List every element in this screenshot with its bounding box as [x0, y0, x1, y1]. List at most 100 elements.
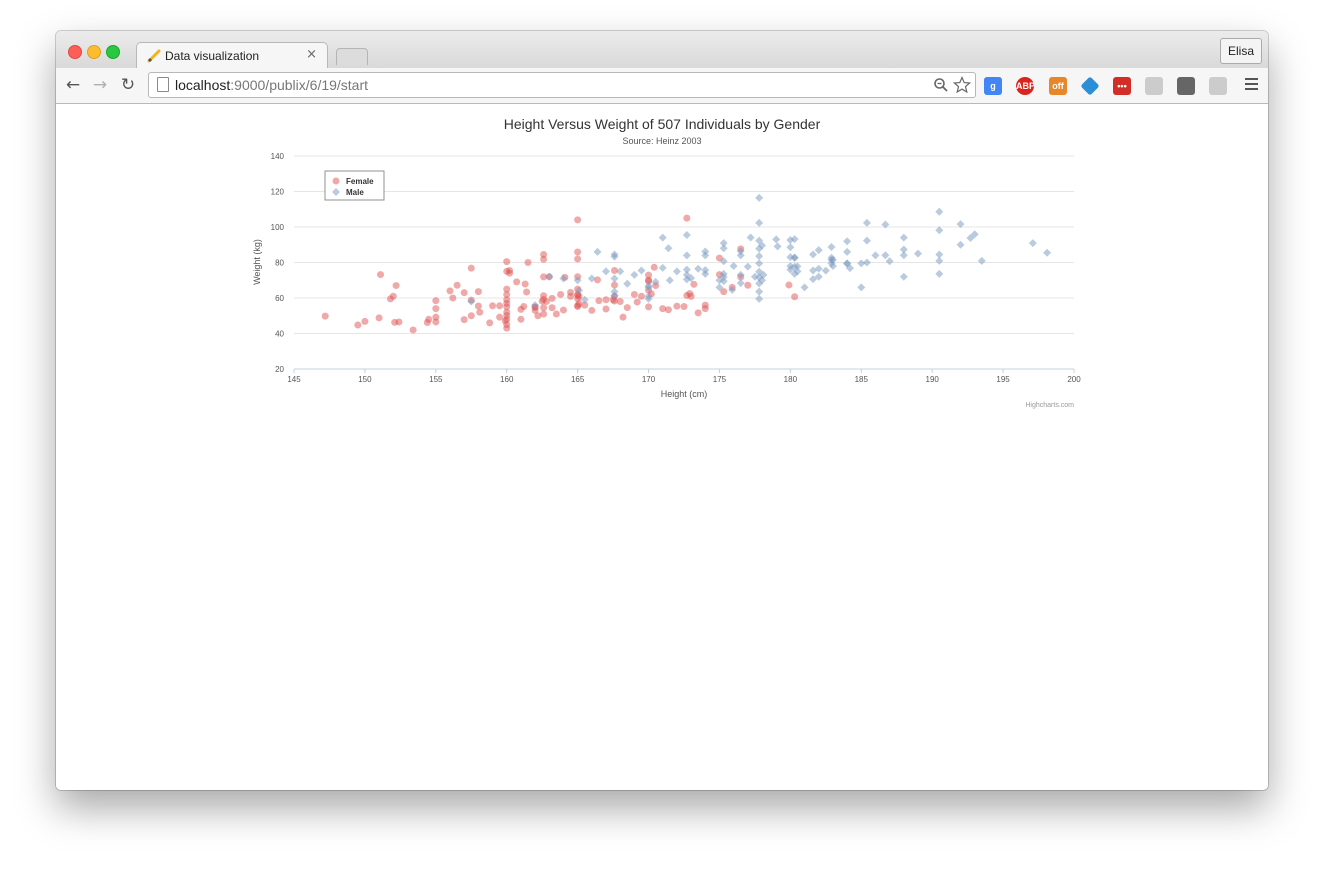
dropbox-extension-icon[interactable]	[1209, 77, 1227, 95]
male-data-point[interactable]	[719, 239, 728, 248]
female-data-point[interactable]	[534, 312, 542, 320]
male-data-point[interactable]	[728, 285, 737, 294]
female-data-point[interactable]	[630, 290, 638, 298]
male-data-point[interactable]	[881, 251, 890, 260]
male-data-point[interactable]	[682, 275, 691, 284]
bookmark-star-icon[interactable]	[953, 76, 971, 94]
male-data-point[interactable]	[610, 291, 619, 300]
female-data-point[interactable]	[476, 308, 484, 316]
male-data-point[interactable]	[881, 220, 890, 229]
male-data-point[interactable]	[790, 253, 799, 262]
female-data-point[interactable]	[467, 264, 475, 272]
female-data-point[interactable]	[548, 304, 556, 312]
female-data-point[interactable]	[486, 319, 494, 327]
female-data-point[interactable]	[593, 276, 601, 284]
legend-item-male[interactable]: Male	[346, 188, 364, 197]
tab-data-visualization[interactable]: Data visualization ×	[136, 42, 328, 70]
female-data-point[interactable]	[602, 305, 610, 313]
male-data-point[interactable]	[1043, 248, 1052, 257]
female-data-point[interactable]	[611, 297, 619, 305]
male-data-point[interactable]	[935, 226, 944, 235]
female-data-point[interactable]	[503, 285, 511, 293]
female-data-point[interactable]	[645, 271, 653, 279]
male-data-point[interactable]	[862, 218, 871, 227]
female-data-point[interactable]	[449, 294, 457, 302]
minimize-window-button[interactable]	[87, 45, 101, 59]
male-data-point[interactable]	[755, 252, 764, 261]
female-data-point[interactable]	[575, 300, 583, 308]
male-data-point[interactable]	[531, 301, 540, 310]
male-data-point[interactable]	[758, 241, 766, 250]
female-data-point[interactable]	[523, 288, 531, 296]
female-data-point[interactable]	[521, 280, 529, 288]
url-text[interactable]: localhost:9000/publix/6/19/start	[175, 77, 368, 93]
female-data-point[interactable]	[432, 313, 440, 321]
female-data-point[interactable]	[744, 281, 752, 289]
female-data-point[interactable]	[503, 299, 511, 307]
male-data-point[interactable]	[828, 262, 837, 271]
female-data-point[interactable]	[474, 302, 482, 310]
reload-button[interactable]: ↻	[120, 75, 136, 95]
male-data-point[interactable]	[750, 272, 759, 281]
female-data-point[interactable]	[680, 303, 688, 311]
mailbox-extension-icon[interactable]	[1177, 77, 1195, 95]
maximize-window-button[interactable]	[106, 45, 120, 59]
female-data-point[interactable]	[574, 216, 582, 224]
legend[interactable]: Female Male	[324, 170, 385, 201]
male-data-point[interactable]	[843, 237, 852, 246]
profile-button[interactable]: Elisa	[1219, 38, 1262, 64]
female-data-point[interactable]	[524, 259, 532, 266]
female-data-point[interactable]	[623, 304, 631, 312]
male-data-point[interactable]	[755, 259, 764, 268]
male-data-point[interactable]	[658, 233, 667, 242]
male-data-point[interactable]	[773, 242, 782, 251]
male-data-point[interactable]	[793, 262, 802, 271]
female-data-point[interactable]	[650, 263, 658, 271]
female-data-point[interactable]	[619, 313, 627, 321]
document-extension-icon[interactable]	[1145, 77, 1163, 95]
female-data-point[interactable]	[503, 258, 511, 266]
tab-close-icon[interactable]: ×	[306, 47, 317, 62]
male-data-point[interactable]	[814, 264, 823, 273]
female-data-point[interactable]	[474, 288, 482, 296]
female-data-point[interactable]	[361, 317, 369, 325]
female-data-point[interactable]	[496, 313, 504, 321]
female-data-point[interactable]	[694, 309, 702, 317]
male-data-point[interactable]	[719, 277, 728, 286]
male-data-point[interactable]	[845, 264, 854, 273]
male-data-point[interactable]	[623, 279, 632, 288]
male-data-point[interactable]	[935, 256, 944, 265]
female-data-point[interactable]	[409, 326, 417, 334]
male-data-point[interactable]	[587, 274, 596, 283]
female-data-point[interactable]	[574, 255, 582, 263]
male-data-point[interactable]	[871, 251, 880, 260]
male-data-point[interactable]	[857, 283, 866, 292]
male-data-point[interactable]	[682, 251, 691, 260]
male-data-point[interactable]	[821, 266, 830, 275]
male-data-point[interactable]	[885, 257, 894, 266]
female-data-point[interactable]	[581, 301, 589, 309]
ghost-extension-icon[interactable]: off	[1049, 77, 1067, 95]
back-button[interactable]: ←	[65, 75, 81, 95]
male-data-point[interactable]	[610, 250, 619, 259]
diamond-extension-icon[interactable]	[1080, 76, 1100, 96]
female-data-point[interactable]	[467, 312, 475, 320]
male-data-point[interactable]	[800, 283, 809, 292]
male-data-point[interactable]	[575, 286, 584, 295]
female-data-point[interactable]	[321, 312, 329, 320]
female-data-point[interactable]	[425, 315, 433, 323]
male-data-point[interactable]	[1028, 239, 1037, 248]
male-data-point[interactable]	[899, 272, 908, 281]
new-tab-button[interactable]	[336, 48, 368, 65]
male-data-point[interactable]	[746, 233, 755, 242]
female-data-point[interactable]	[395, 318, 403, 326]
male-data-point[interactable]	[755, 218, 764, 227]
female-data-point[interactable]	[548, 294, 556, 302]
female-data-point[interactable]	[460, 316, 468, 324]
male-data-point[interactable]	[827, 243, 836, 252]
male-data-point[interactable]	[593, 247, 602, 256]
female-data-point[interactable]	[595, 297, 603, 305]
female-data-point[interactable]	[690, 280, 698, 288]
male-data-point[interactable]	[729, 262, 738, 271]
female-data-point[interactable]	[531, 306, 539, 314]
